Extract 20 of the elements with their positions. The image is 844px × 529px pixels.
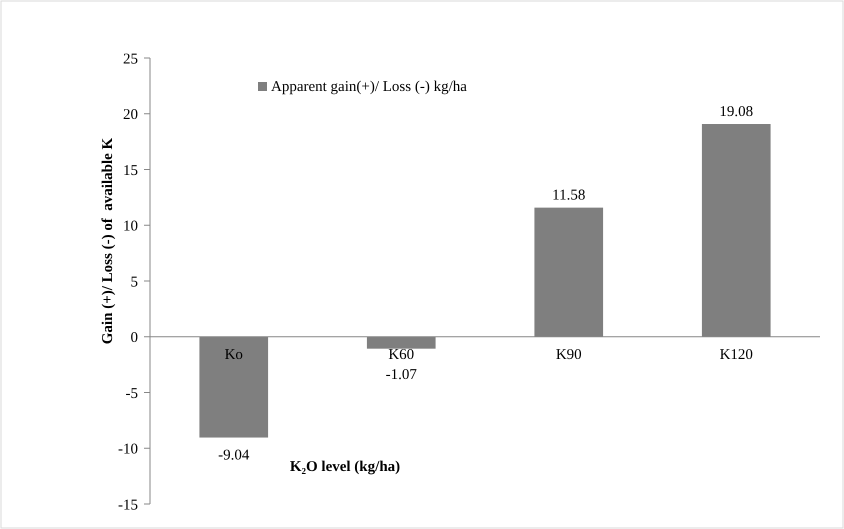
x-tick-label: K120 <box>720 346 753 363</box>
y-tick-label: -5 <box>126 386 138 402</box>
x-tick-label: Ko <box>224 346 243 363</box>
data-label: -9.04 <box>218 448 250 464</box>
y-tick-label: 0 <box>130 330 138 346</box>
x-tick-label: K90 <box>556 346 582 363</box>
data-label: 19.08 <box>719 104 754 120</box>
legend-label: Apparent gain(+)/ Loss (-) kg/ha <box>271 79 468 95</box>
y-axis-title: Gain (+)/ Loss (-) of available K <box>100 137 116 344</box>
y-tick-label: 20 <box>123 107 138 123</box>
y-tick-label: -10 <box>118 442 138 458</box>
y-tick-label: 25 <box>123 51 138 68</box>
y-tick-label: -15 <box>118 497 138 514</box>
data-label: -1.07 <box>386 366 418 383</box>
y-tick-label: 5 <box>130 274 138 290</box>
y-tick-label: 10 <box>123 218 138 234</box>
x-axis-title: K₂O level (kg/ha) <box>290 459 400 475</box>
y-tick-label: 15 <box>123 162 138 179</box>
x-tick-label: K60 <box>388 346 414 363</box>
data-label: 11.58 <box>552 188 586 204</box>
